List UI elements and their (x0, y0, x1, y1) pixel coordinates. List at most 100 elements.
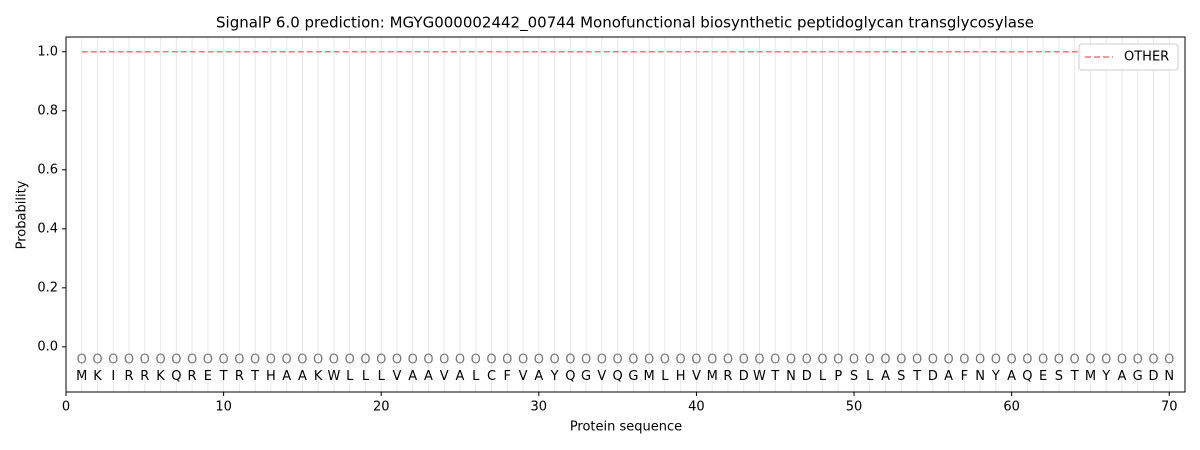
prediction-label: O (360, 353, 370, 368)
y-axis-label: Probability (15, 180, 30, 249)
prediction-label: O (124, 353, 134, 368)
prediction-label: O (707, 353, 717, 368)
residue-label: T (770, 369, 779, 384)
residue-label: K (314, 369, 323, 384)
prediction-label: O (1070, 353, 1080, 368)
x-tick-label: 50 (846, 400, 863, 415)
chart-title: SignalP 6.0 prediction: MGYG000002442_00… (216, 14, 1034, 33)
prediction-label: O (266, 353, 276, 368)
residue-label: M (1085, 369, 1096, 384)
prediction-label: O (565, 353, 575, 368)
residue-label: H (266, 369, 276, 384)
residue-label: N (786, 369, 796, 384)
plot-frame (65, 36, 1186, 393)
residue-label: V (440, 369, 449, 384)
residue-label: T (1070, 369, 1079, 384)
prediction-label: O (991, 353, 1001, 368)
residue-label: N (975, 369, 985, 384)
prediction-label: O (392, 353, 402, 368)
prediction-label: O (486, 353, 496, 368)
prediction-label: O (959, 353, 969, 368)
residue-label: Q (613, 369, 623, 384)
prediction-label: O (518, 353, 528, 368)
prediction-label: O (975, 353, 985, 368)
residue-label: T (912, 369, 921, 384)
prediction-label: O (676, 353, 686, 368)
prediction-label: O (739, 353, 749, 368)
prediction-label: O (408, 353, 418, 368)
residue-label: A (456, 369, 465, 384)
residue-label: R (723, 369, 732, 384)
residue-label: F (504, 369, 511, 384)
residue-label: I (111, 369, 115, 384)
y-tick-label: 1.0 (37, 44, 58, 59)
residue-label: V (597, 369, 606, 384)
residue-label: V (393, 369, 402, 384)
residue-label: Y (1101, 369, 1110, 384)
residue-label: F (961, 369, 968, 384)
residue-label: D (739, 369, 749, 384)
prediction-label: O (770, 353, 780, 368)
prediction-label: O (613, 353, 623, 368)
residue-label: R (235, 369, 244, 384)
prediction-label: O (234, 353, 244, 368)
residue-label: W (753, 369, 766, 384)
residue-label: L (866, 369, 874, 384)
residue-label: V (692, 369, 701, 384)
prediction-label: O (171, 353, 181, 368)
residue-label: M (707, 369, 718, 384)
prediction-label: O (313, 353, 323, 368)
prediction-label: O (203, 353, 213, 368)
prediction-label: O (754, 353, 764, 368)
prediction-label: O (155, 353, 165, 368)
prediction-label: O (1148, 353, 1158, 368)
prediction-label: O (802, 353, 812, 368)
prediction-label: O (1007, 353, 1017, 368)
prediction-label: O (849, 353, 859, 368)
residue-label: Q (1022, 369, 1032, 384)
residue-label: R (140, 369, 149, 384)
residue-label: A (1007, 369, 1016, 384)
prediction-label: O (1117, 353, 1127, 368)
residue-label: K (156, 369, 165, 384)
residue-label: M (644, 369, 655, 384)
residue-label: Q (565, 369, 575, 384)
x-tick-label: 40 (688, 400, 705, 415)
prediction-label: O (218, 353, 228, 368)
residue-label: N (1164, 369, 1174, 384)
prediction-label: O (880, 353, 890, 368)
prediction-label: O (250, 353, 260, 368)
prediction-label: O (1085, 353, 1095, 368)
residue-label: L (661, 369, 669, 384)
x-axis-label: Protein sequence (570, 420, 682, 435)
prediction-label: O (628, 353, 638, 368)
legend-label: OTHER (1124, 50, 1169, 65)
prediction-label: O (77, 353, 87, 368)
prediction-label: O (928, 353, 938, 368)
x-tick-label: 70 (1161, 400, 1178, 415)
residue-label: A (424, 369, 433, 384)
residue-label: K (93, 369, 102, 384)
prediction-label: O (282, 353, 292, 368)
residue-label: A (298, 369, 307, 384)
prediction-label: O (376, 353, 386, 368)
prediction-label: O (912, 353, 922, 368)
y-tick-label: 0.0 (37, 339, 58, 354)
prediction-label: O (471, 353, 481, 368)
residue-label: Y (550, 369, 559, 384)
residue-label: G (1133, 369, 1143, 384)
prediction-label: O (455, 353, 465, 368)
residue-label: T (219, 369, 228, 384)
residue-label: L (346, 369, 354, 384)
residue-label: A (881, 369, 890, 384)
prediction-label: O (1164, 353, 1174, 368)
prediction-label: O (1133, 353, 1143, 368)
residue-label: W (327, 369, 340, 384)
residue-label: M (76, 369, 87, 384)
y-tick-label: 0.4 (37, 221, 58, 236)
residue-label: G (581, 369, 591, 384)
prediction-label: O (439, 353, 449, 368)
residue-label: L (378, 369, 386, 384)
residue-label: S (897, 369, 905, 384)
prediction-label: O (817, 353, 827, 368)
